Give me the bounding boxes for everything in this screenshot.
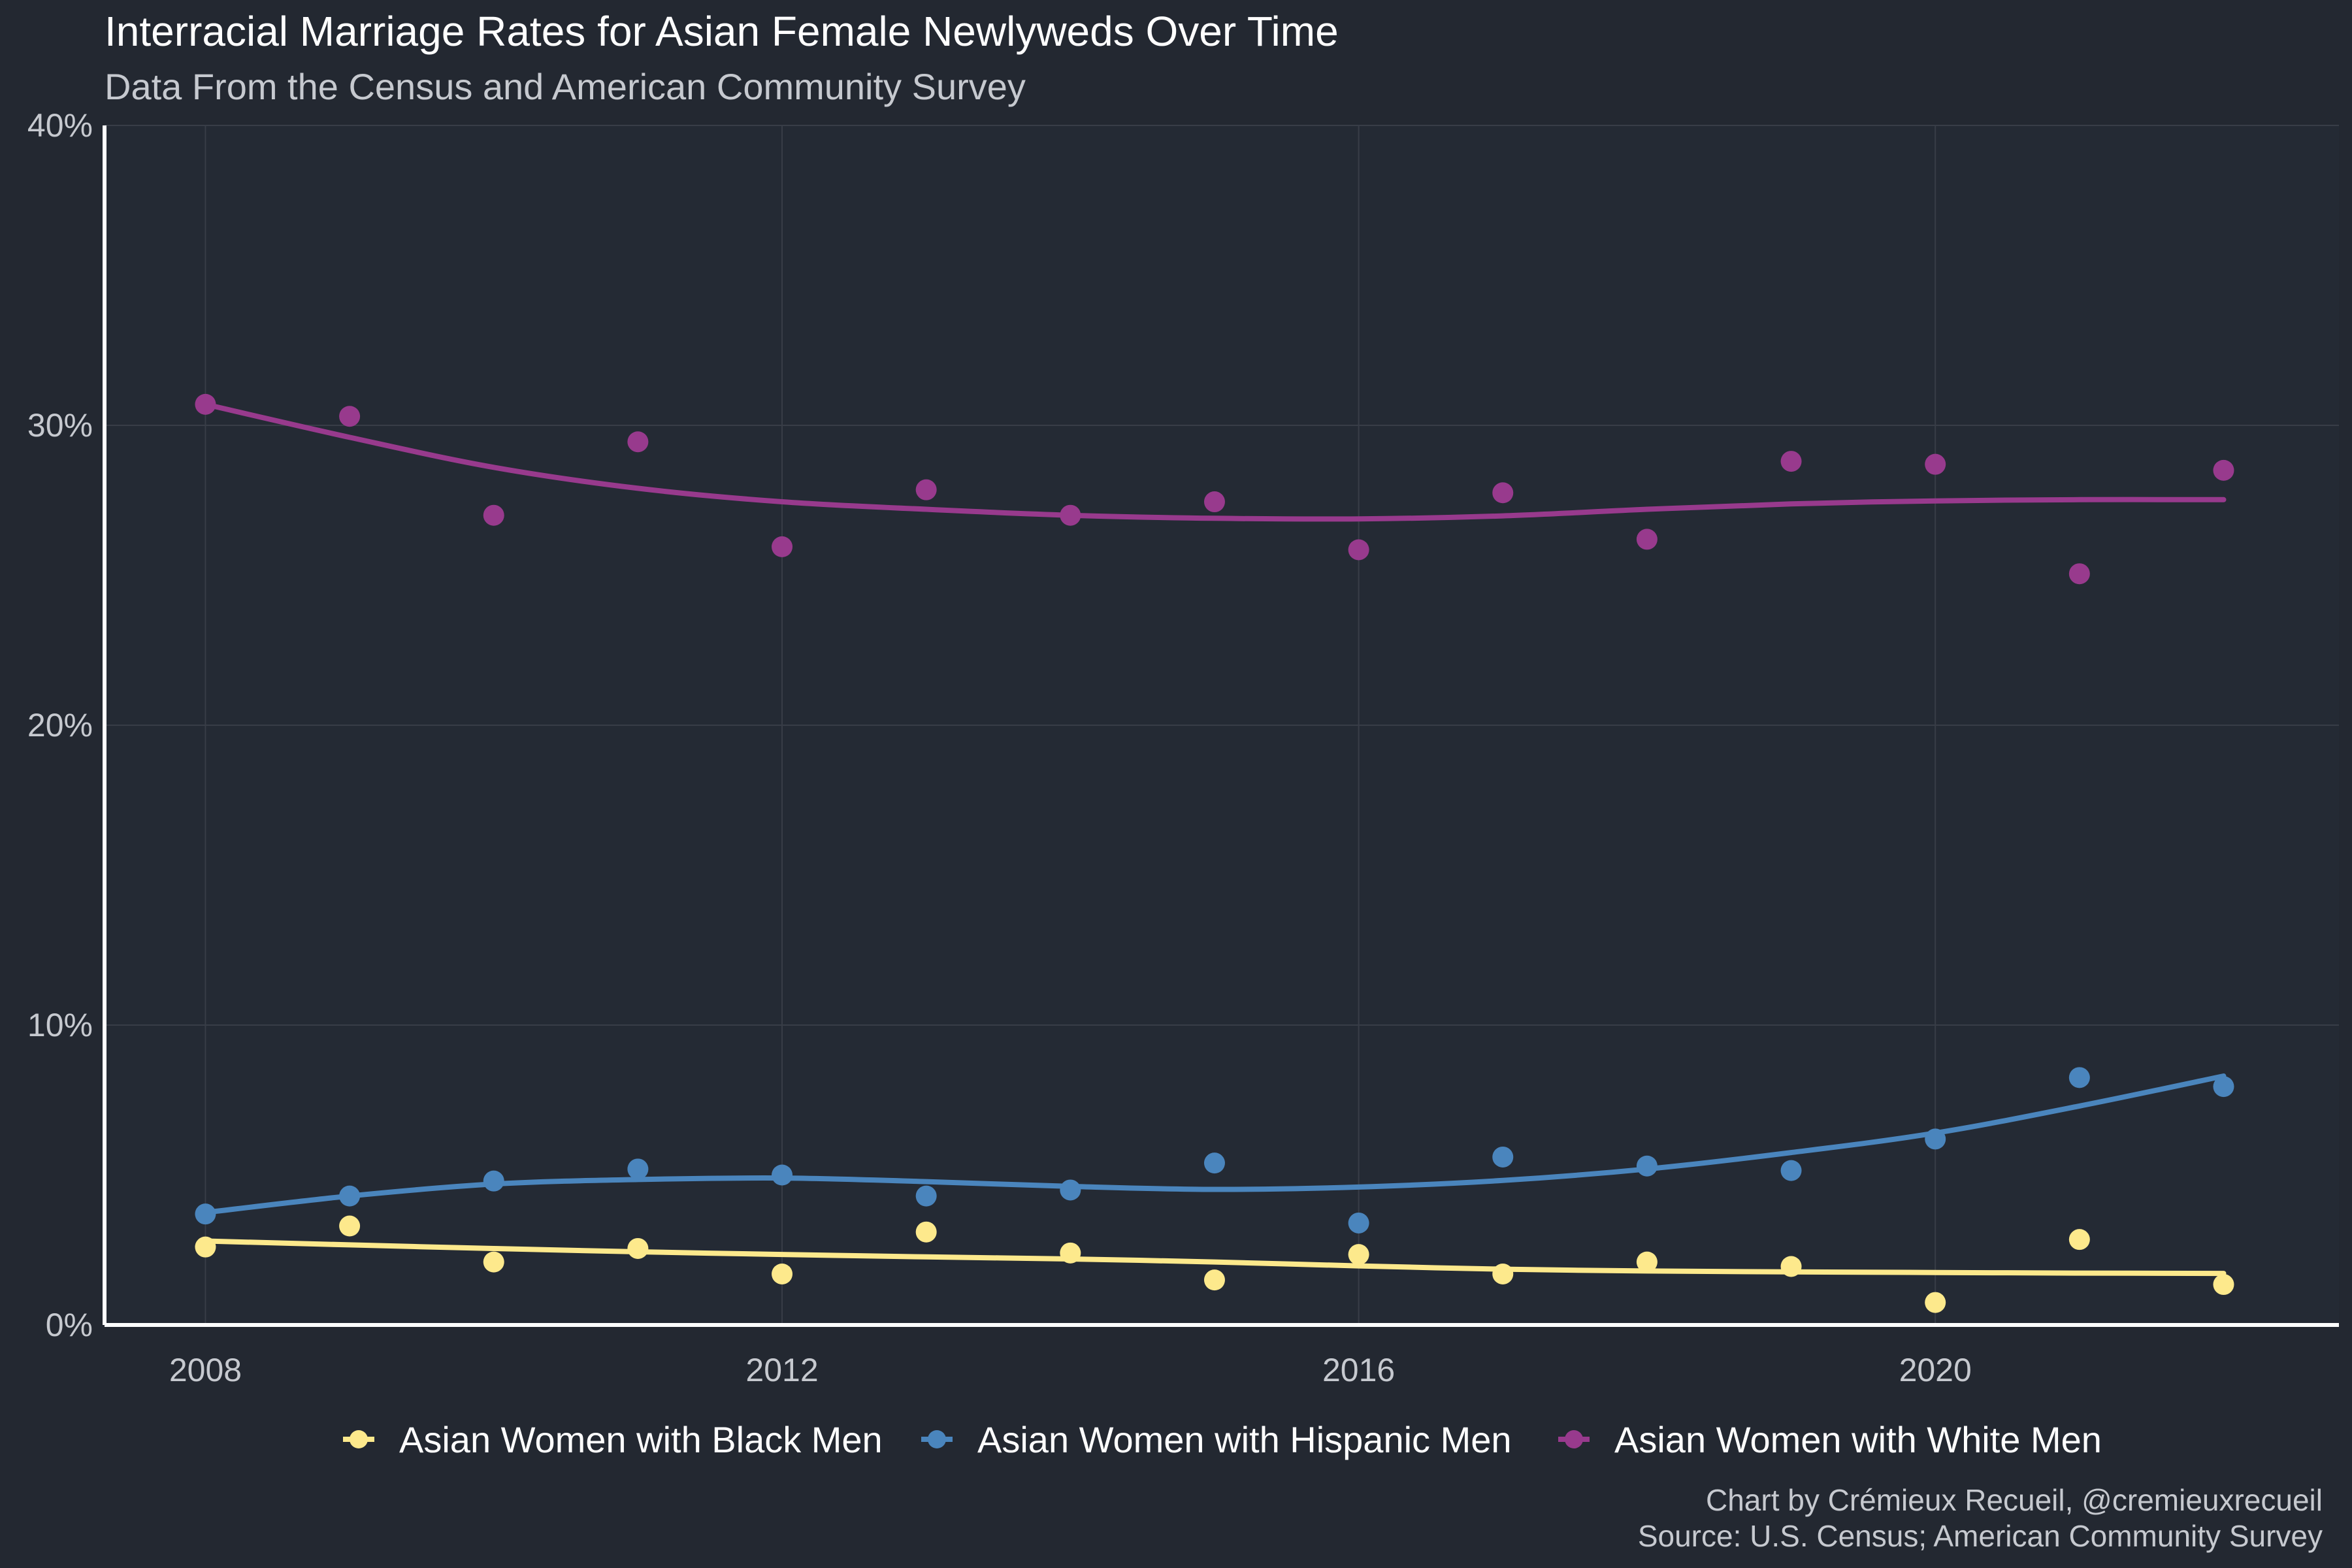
trend-line-black_men (203, 1238, 2227, 1277)
y-tick-label: 0% (46, 1307, 93, 1343)
point-white_men (915, 479, 937, 500)
x-tick-label: 2008 (169, 1352, 242, 1388)
point-white_men (2213, 459, 2234, 481)
point-hispanic_men (339, 1185, 361, 1207)
point-black_men (1348, 1244, 1369, 1266)
x-tick-label: 2020 (1899, 1352, 1972, 1388)
point-black_men (2213, 1274, 2234, 1296)
point-black_men (1203, 1269, 1225, 1291)
point-hispanic_men (1492, 1146, 1514, 1168)
y-tick-label: 20% (27, 707, 93, 743)
point-black_men (915, 1221, 937, 1243)
point-white_men (627, 431, 649, 453)
point-hispanic_men (1780, 1160, 1802, 1181)
trend-lines (203, 401, 2227, 1277)
point-hispanic_men (915, 1185, 937, 1207)
legend-item-white_men: Asian Women with White Men (1558, 1419, 2102, 1460)
trend-line-white_men (203, 401, 2227, 522)
x-tick-label: 2012 (745, 1352, 818, 1388)
point-hispanic_men (195, 1203, 216, 1225)
point-white_men (772, 536, 793, 557)
x-tick-label: 2016 (1322, 1352, 1395, 1388)
y-tick-label: 30% (27, 407, 93, 444)
point-hispanic_men (2068, 1067, 2090, 1088)
point-black_men (1636, 1251, 1658, 1273)
data-points (195, 393, 2234, 1313)
point-hispanic_men (627, 1158, 649, 1180)
point-white_men (1203, 491, 1225, 513)
point-white_men (1060, 504, 1081, 526)
trend-line-hispanic_men (203, 1073, 2227, 1215)
point-black_men (1492, 1263, 1514, 1284)
point-white_men (1348, 539, 1369, 561)
chart-subtitle: Data From the Census and American Commun… (105, 66, 1026, 107)
point-black_men (1925, 1292, 1946, 1313)
point-white_men (1925, 453, 1946, 475)
point-white_men (483, 504, 504, 526)
caption-credit: Chart by Crémieux Recueil, @cremieuxrecu… (1706, 1483, 2323, 1517)
point-hispanic_men (1060, 1179, 1081, 1201)
point-hispanic_men (772, 1164, 793, 1186)
legend-key-point (1565, 1430, 1583, 1448)
point-black_men (195, 1236, 216, 1258)
point-black_men (339, 1215, 361, 1237)
point-hispanic_men (1203, 1152, 1225, 1174)
legend: Asian Women with Black Men Asian Women wi… (343, 1419, 2102, 1460)
point-white_men (2068, 563, 2090, 585)
point-black_men (772, 1263, 793, 1284)
point-black_men (483, 1251, 504, 1273)
x-axis-ticks: 2008 2012 2016 2020 (169, 1352, 1972, 1388)
point-white_men (1780, 451, 1802, 472)
legend-label: Asian Women with Hispanic Men (977, 1419, 1512, 1460)
point-hispanic_men (1925, 1128, 1946, 1150)
point-white_men (1636, 529, 1658, 550)
y-axis-ticks: 0% 10% 20% 30% 40% (27, 107, 93, 1343)
point-hispanic_men (1348, 1212, 1369, 1233)
point-black_men (627, 1237, 649, 1259)
legend-label: Asian Women with White Men (1614, 1419, 2102, 1460)
legend-key-point (350, 1430, 368, 1448)
legend-item-hispanic_men: Asian Women with Hispanic Men (921, 1419, 1512, 1460)
point-hispanic_men (1636, 1155, 1658, 1177)
point-black_men (1060, 1242, 1081, 1264)
y-tick-label: 10% (27, 1007, 93, 1043)
point-white_men (1492, 482, 1514, 504)
point-hispanic_men (2213, 1076, 2234, 1098)
caption-source: Source: U.S. Census; American Community … (1638, 1519, 2323, 1553)
legend-label: Asian Women with Black Men (399, 1419, 883, 1460)
legend-key-point (928, 1430, 946, 1448)
point-white_men (339, 406, 361, 427)
y-tick-label: 40% (27, 107, 93, 144)
point-white_men (195, 393, 216, 415)
point-black_men (2068, 1229, 2090, 1250)
chart-title: Interracial Marriage Rates for Asian Fem… (105, 8, 1339, 55)
point-black_men (1780, 1256, 1802, 1277)
point-hispanic_men (483, 1170, 504, 1192)
legend-item-black_men: Asian Women with Black Men (343, 1419, 883, 1460)
